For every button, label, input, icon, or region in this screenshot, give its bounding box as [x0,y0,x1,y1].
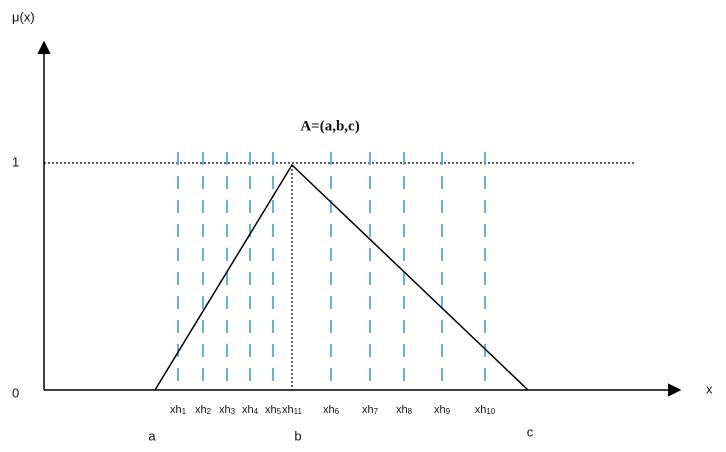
xh-label: xh5 [265,404,282,416]
xh-sub: 6 [335,407,340,416]
xh-sub: 7 [374,407,379,416]
xh-base: xh [170,404,182,416]
xh-label: xh10 [475,404,496,416]
xh-base: xh [195,404,207,416]
dashed-lines [177,152,486,390]
xh-sub: 9 [446,407,451,416]
xh-label: xh1 [170,404,187,416]
xh-label: xh2 [195,404,212,416]
xh-sub: 11 [294,407,303,416]
xh-label: xh9 [434,404,451,416]
xh-base: xh [265,404,277,416]
xh-sub: 4 [254,407,259,416]
xh-label: xh4 [242,404,259,416]
point-label: c [527,424,534,439]
y-axis-label: μ(x) [12,9,35,24]
xh-base: xh [362,404,374,416]
xh-base: xh [475,404,487,416]
xh-sub: 5 [277,407,282,416]
x-axis-label: x [706,381,713,396]
xh-base: xh [242,404,254,416]
xh-sub: 10 [486,407,495,416]
xh-label: xh8 [396,404,413,416]
title: A=(a,b,c) [300,118,359,134]
point-label: b [294,428,301,443]
xh-label: xh11 [282,404,302,416]
xh-label: xh3 [219,404,236,416]
y-tick-label: 1 [12,154,19,169]
xh-sub: 1 [182,407,187,416]
xh-base: xh [323,404,335,416]
xh-sub: 2 [207,407,212,416]
xh-label: xh7 [362,404,379,416]
point-label: a [148,428,156,443]
xh-base: xh [219,404,231,416]
xh-base: xh [434,404,446,416]
xh-base: xh [282,404,294,416]
triangle [154,163,529,391]
xh-sub: 3 [231,407,236,416]
xh-sub: 8 [408,407,413,416]
xh-label: xh6 [323,404,340,416]
xh-base: xh [396,404,408,416]
y-tick-label: 0 [12,385,19,400]
